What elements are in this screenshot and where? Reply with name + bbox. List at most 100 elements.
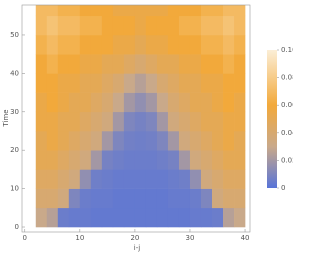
- heatmap-cell: [47, 189, 58, 209]
- heatmap-cell: [58, 73, 69, 93]
- heatmap-cell: [157, 73, 168, 93]
- heatmap-cell: [36, 93, 47, 113]
- heatmap-cell: [135, 0, 146, 16]
- x-axis-label: i-j: [134, 244, 140, 252]
- heatmap-cell: [146, 73, 157, 93]
- heatmap-cell: [179, 0, 190, 16]
- heatmap-cell: [113, 35, 124, 55]
- heatmap-cell: [201, 189, 212, 209]
- heatmap-cell: [36, 150, 47, 170]
- heatmap-cell: [201, 54, 212, 74]
- heatmap-cell: [91, 35, 102, 55]
- y-tick-label: 10: [10, 185, 19, 193]
- heatmap-cell: [157, 54, 168, 74]
- heatmap-cell: [201, 150, 212, 170]
- heatmap-cell: [47, 54, 58, 74]
- heatmap-cell: [201, 35, 212, 55]
- heatmap-cell: [190, 54, 201, 74]
- heatmap-cell: [47, 150, 58, 170]
- heatmap-cell: [234, 93, 245, 113]
- heatmap-cell: [212, 93, 223, 113]
- y-tick-label: 0: [15, 223, 19, 231]
- heatmap-cell: [201, 0, 212, 16]
- heatmap-cell: [135, 131, 146, 151]
- y-tick-label: 50: [10, 31, 19, 39]
- heatmap-cell: [179, 150, 190, 170]
- heatmap-cell: [91, 131, 102, 151]
- heatmap-cell: [36, 0, 47, 16]
- heatmap-cell: [124, 208, 135, 228]
- heatmap-cell: [135, 208, 146, 228]
- heatmap-cell: [223, 131, 234, 151]
- heatmap-cell: [80, 189, 91, 209]
- heatmap-cell: [146, 208, 157, 228]
- y-axis-label: Time: [2, 109, 10, 127]
- heatmap-cell: [58, 150, 69, 170]
- heatmap-cell: [146, 150, 157, 170]
- heatmap-cell: [135, 150, 146, 170]
- heatmap-cell: [223, 16, 234, 36]
- heatmap-cell: [146, 169, 157, 189]
- x-tick-label: 0: [23, 234, 27, 242]
- x-tick-label: 20: [130, 234, 139, 242]
- heatmap-cell: [234, 189, 245, 209]
- heatmap-cell: [80, 0, 91, 16]
- heatmap-cell: [179, 35, 190, 55]
- heatmap-cell: [80, 208, 91, 228]
- heatmap-cell: [223, 0, 234, 16]
- heatmap-cell: [179, 169, 190, 189]
- heatmap-cell: [124, 189, 135, 209]
- heatmap-cell: [179, 54, 190, 74]
- heatmap-cell: [102, 54, 113, 74]
- heatmap-cell: [135, 73, 146, 93]
- heatmap-cell: [47, 73, 58, 93]
- heatmap-cell: [91, 150, 102, 170]
- heatmap-cell: [91, 208, 102, 228]
- heatmap-cell: [190, 189, 201, 209]
- heatmap-cell: [58, 93, 69, 113]
- heatmap-cell: [36, 16, 47, 36]
- heatmap-cell: [113, 54, 124, 74]
- heatmap-cell: [146, 189, 157, 209]
- heatmap-cell: [234, 112, 245, 132]
- heatmap-cell: [135, 169, 146, 189]
- heatmap-cell: [69, 54, 80, 74]
- heatmap-cell: [69, 0, 80, 16]
- heatmap-cell: [146, 112, 157, 132]
- heatmap-cell: [157, 208, 168, 228]
- heatmap-cell: [234, 150, 245, 170]
- heatmap-cell: [80, 16, 91, 36]
- heatmap-cell: [234, 169, 245, 189]
- heatmap-cell: [135, 16, 146, 36]
- heatmap-cell: [157, 16, 168, 36]
- heatmap-cell: [135, 54, 146, 74]
- heatmap-cell: [58, 208, 69, 228]
- heatmap-cell: [58, 54, 69, 74]
- heatmap-cell: [91, 189, 102, 209]
- colorbar: [267, 50, 277, 188]
- heatmap-cell: [223, 112, 234, 132]
- heatmap-cell: [135, 112, 146, 132]
- heatmap-cell: [157, 169, 168, 189]
- heatmap-cell: [113, 169, 124, 189]
- heatmap-cell: [212, 16, 223, 36]
- heatmap-cell: [102, 169, 113, 189]
- heatmap-cell: [91, 16, 102, 36]
- heatmap-cell: [146, 131, 157, 151]
- heatmap-cell: [102, 112, 113, 132]
- heatmap-cell: [80, 73, 91, 93]
- colorbar-tick-label: 0.10: [281, 46, 293, 54]
- heatmap-cell: [124, 150, 135, 170]
- heatmap-cell: [223, 208, 234, 228]
- heatmap-cell: [168, 150, 179, 170]
- heatmap-cell: [157, 112, 168, 132]
- heatmap-cell: [223, 73, 234, 93]
- heatmap-cell: [102, 208, 113, 228]
- heatmap-cell: [113, 16, 124, 36]
- heatmap-cell: [234, 16, 245, 36]
- heatmap-cell: [168, 131, 179, 151]
- colorbar-tick-label: 0.04: [281, 129, 293, 137]
- heatmap-cell: [168, 0, 179, 16]
- heatmap-cell: [190, 150, 201, 170]
- y-tick-label: 40: [10, 69, 19, 77]
